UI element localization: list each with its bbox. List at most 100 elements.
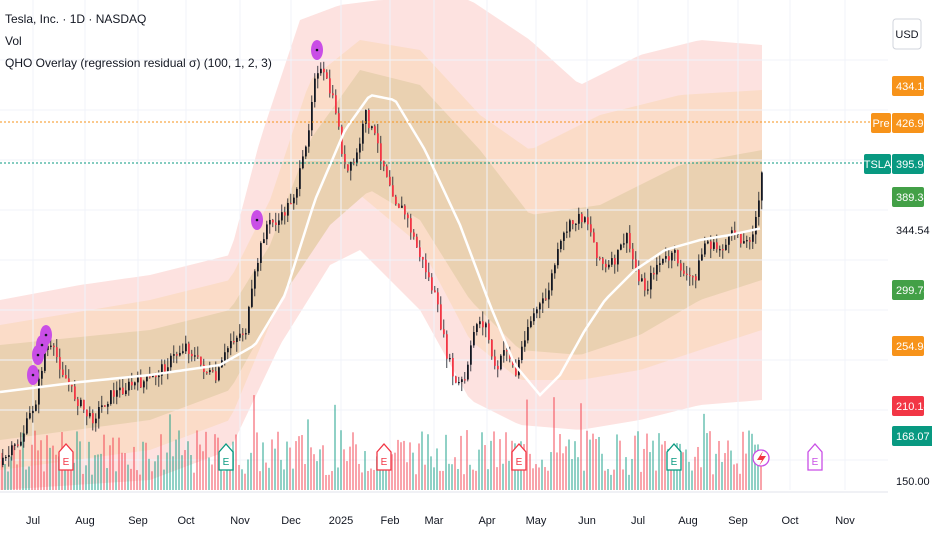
- earnings-marker[interactable]: E: [58, 443, 74, 471]
- candle-body: [146, 376, 148, 382]
- volume-bar: [160, 434, 162, 490]
- candle-body: [701, 254, 703, 261]
- earnings-marker[interactable]: E: [376, 443, 392, 471]
- price-tag: 389.34: [892, 187, 930, 207]
- candle-body: [548, 290, 550, 300]
- volume-bar: [283, 469, 285, 490]
- time-tick-label: Sep: [728, 515, 748, 527]
- volume-bar: [622, 469, 624, 490]
- mean-line-path: [0, 94, 761, 397]
- candle-body: [143, 381, 145, 388]
- volume-bar: [133, 446, 135, 490]
- volume-bar: [574, 441, 576, 490]
- candle-body: [263, 239, 265, 244]
- volume-bar: [289, 447, 291, 490]
- candle-body: [524, 340, 526, 347]
- candle-body: [335, 95, 337, 114]
- volume-bar: [130, 468, 132, 490]
- time-axis[interactable]: Jul Aug Sep Oct Nov Dec 2025 Feb Mar Apr May Jun Jul…: [0, 491, 888, 527]
- earnings-marker[interactable]: E: [218, 443, 234, 471]
- candle-body: [377, 133, 379, 144]
- volume-bar: [31, 444, 33, 490]
- candle-body: [668, 256, 670, 261]
- candle-body: [365, 109, 367, 124]
- candle-body: [461, 379, 463, 382]
- volume-bar: [334, 404, 336, 490]
- price-horizontal-lines: [0, 121, 888, 164]
- volume-bar: [136, 470, 138, 490]
- candle-body: [503, 350, 505, 356]
- candle-body: [392, 185, 394, 197]
- candle-body: [632, 248, 634, 260]
- price-tag: 299.74: [892, 280, 930, 300]
- volume-bar: [637, 431, 639, 490]
- volume-bar: [151, 471, 153, 490]
- volume-bar: [529, 453, 531, 490]
- earnings-marker[interactable]: E: [511, 443, 527, 471]
- candle-body: [248, 306, 250, 334]
- volume-bar: [526, 399, 528, 490]
- candle-body: [35, 404, 37, 411]
- candle-body: [560, 240, 562, 250]
- volume-bar: [646, 433, 648, 490]
- volume-bar: [343, 449, 345, 490]
- candle-body: [536, 309, 538, 314]
- svg-text:E: E: [516, 457, 523, 468]
- candle-body: [467, 364, 469, 380]
- volume-bar: [640, 471, 642, 490]
- candle-body: [410, 218, 412, 233]
- volume-bar: [322, 445, 324, 490]
- price-tag-prefix: Pre: [872, 118, 889, 130]
- volume-bar: [28, 466, 30, 490]
- volume-bar: [328, 474, 330, 490]
- candle-body: [476, 324, 478, 333]
- candle-body: [596, 242, 598, 258]
- indicator-legend[interactable]: QHO Overlay (regression residual σ) (100…: [5, 56, 272, 70]
- volume-bar: [370, 468, 372, 490]
- candle-body: [755, 216, 757, 235]
- signal-dot: [44, 333, 48, 337]
- volume-bar: [433, 467, 435, 490]
- candle-body: [185, 343, 187, 352]
- candle-body: [197, 355, 199, 357]
- candle-body: [371, 126, 373, 129]
- split-marker[interactable]: [752, 449, 770, 467]
- candle-body: [290, 202, 292, 205]
- candle-body: [710, 241, 712, 249]
- candle-body: [572, 220, 574, 225]
- volume-bar: [436, 448, 438, 490]
- candle-body: [245, 333, 247, 335]
- candle-body: [167, 367, 169, 372]
- volume-bar: [748, 430, 750, 490]
- volume-bar: [586, 430, 588, 490]
- currency-button[interactable]: [892, 18, 922, 50]
- candle-body: [17, 444, 19, 446]
- volume-bar: [76, 431, 78, 490]
- volume-bar: [415, 474, 417, 490]
- volume-bar: [400, 442, 402, 490]
- volume-bar: [493, 431, 495, 490]
- volume-bar: [628, 474, 630, 490]
- candle-body: [731, 230, 733, 236]
- price-axis[interactable]: USD 344.54 150.00: [892, 18, 930, 488]
- volume-bar: [277, 431, 279, 490]
- volume-bar: [172, 456, 174, 490]
- volume-bar: [55, 454, 57, 490]
- volume-bar: [703, 413, 705, 490]
- volume-bar: [655, 470, 657, 490]
- candle-body: [233, 341, 235, 343]
- candle-body: [260, 243, 262, 263]
- volume-bar: [229, 460, 231, 490]
- candle-body: [617, 249, 619, 265]
- earnings-marker[interactable]: E: [807, 443, 823, 471]
- candle-body: [620, 244, 622, 250]
- candle-body: [308, 130, 310, 147]
- symbol-title[interactable]: Tesla, Inc. · 1D · NASDAQ: [5, 12, 147, 26]
- candle-body: [407, 214, 409, 219]
- earnings-marker[interactable]: E: [666, 443, 682, 471]
- volume-legend[interactable]: Vol: [5, 34, 22, 48]
- volume-bar: [148, 458, 150, 490]
- price-tag: 426.95 Pre: [871, 113, 930, 133]
